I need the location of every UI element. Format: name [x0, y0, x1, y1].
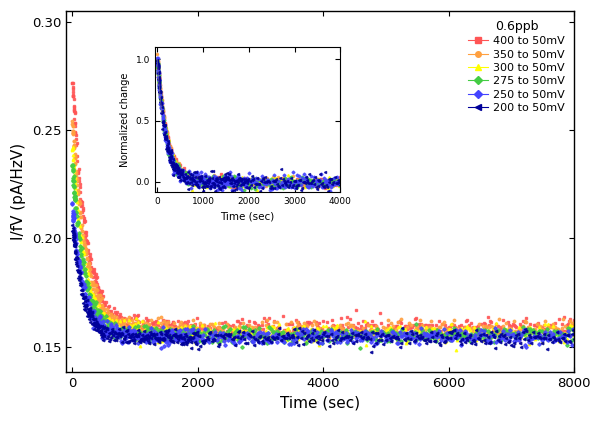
- Line: 400 to 50mV: 400 to 50mV: [71, 81, 576, 341]
- 250 to 50mV: [69, 201, 76, 206]
- 275 to 50mV: [69, 162, 76, 168]
- 400 to 50mV: [488, 319, 495, 324]
- 400 to 50mV: [374, 327, 381, 333]
- Line: 250 to 50mV: 250 to 50mV: [71, 202, 576, 349]
- 400 to 50mV: [571, 317, 578, 322]
- Line: 275 to 50mV: 275 to 50mV: [71, 164, 576, 349]
- 250 to 50mV: [419, 335, 426, 340]
- 400 to 50mV: [111, 306, 118, 311]
- 350 to 50mV: [89, 286, 96, 291]
- 400 to 50mV: [89, 268, 96, 273]
- 400 to 50mV: [69, 80, 76, 85]
- 250 to 50mV: [88, 312, 96, 317]
- 400 to 50mV: [69, 81, 76, 86]
- Line: 300 to 50mV: 300 to 50mV: [71, 146, 576, 351]
- 400 to 50mV: [515, 337, 523, 342]
- 250 to 50mV: [158, 345, 165, 350]
- 275 to 50mV: [111, 335, 118, 340]
- 300 to 50mV: [489, 326, 496, 331]
- 300 to 50mV: [69, 148, 76, 153]
- X-axis label: Time (sec): Time (sec): [280, 396, 360, 411]
- Line: 350 to 50mV: 350 to 50mV: [71, 120, 576, 342]
- 200 to 50mV: [367, 349, 374, 354]
- 250 to 50mV: [488, 339, 495, 344]
- 200 to 50mV: [419, 334, 426, 339]
- 350 to 50mV: [262, 322, 269, 327]
- 250 to 50mV: [261, 337, 268, 342]
- 275 to 50mV: [69, 163, 76, 168]
- 350 to 50mV: [489, 324, 496, 329]
- 200 to 50mV: [374, 330, 381, 335]
- 300 to 50mV: [571, 325, 578, 330]
- 400 to 50mV: [419, 329, 426, 334]
- 250 to 50mV: [110, 331, 117, 336]
- 300 to 50mV: [111, 330, 118, 335]
- 200 to 50mV: [571, 336, 578, 341]
- 350 to 50mV: [571, 329, 578, 334]
- 275 to 50mV: [571, 336, 578, 341]
- 300 to 50mV: [89, 293, 96, 298]
- 300 to 50mV: [374, 329, 381, 334]
- 200 to 50mV: [110, 338, 117, 343]
- 350 to 50mV: [220, 338, 228, 343]
- 200 to 50mV: [259, 341, 267, 346]
- 275 to 50mV: [89, 300, 96, 306]
- 275 to 50mV: [356, 346, 363, 351]
- 300 to 50mV: [69, 144, 76, 149]
- 275 to 50mV: [420, 336, 427, 341]
- 350 to 50mV: [111, 314, 118, 319]
- 400 to 50mV: [261, 315, 268, 320]
- 350 to 50mV: [420, 329, 427, 334]
- 275 to 50mV: [375, 338, 382, 344]
- Y-axis label: I/fV (pA/HzV): I/fV (pA/HzV): [11, 143, 26, 241]
- 200 to 50mV: [488, 330, 495, 335]
- 200 to 50mV: [69, 222, 76, 227]
- 350 to 50mV: [69, 118, 76, 123]
- 275 to 50mV: [261, 335, 268, 340]
- 275 to 50mV: [489, 331, 496, 336]
- 300 to 50mV: [419, 325, 426, 330]
- Line: 200 to 50mV: 200 to 50mV: [71, 223, 576, 353]
- 300 to 50mV: [261, 332, 268, 337]
- 350 to 50mV: [69, 122, 76, 127]
- 250 to 50mV: [374, 341, 381, 346]
- 350 to 50mV: [375, 330, 382, 335]
- 300 to 50mV: [453, 347, 460, 352]
- Legend: 400 to 50mV, 350 to 50mV, 300 to 50mV, 275 to 50mV, 250 to 50mV, 200 to 50mV: 400 to 50mV, 350 to 50mV, 300 to 50mV, 2…: [465, 16, 568, 116]
- 200 to 50mV: [88, 321, 96, 326]
- 250 to 50mV: [571, 331, 578, 336]
